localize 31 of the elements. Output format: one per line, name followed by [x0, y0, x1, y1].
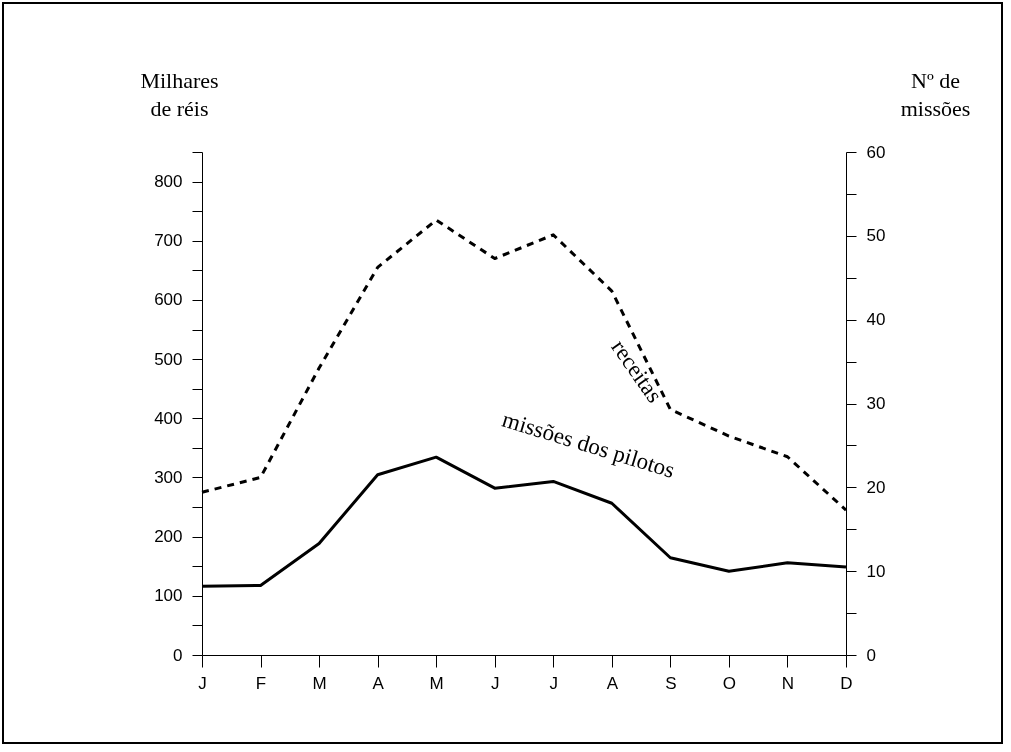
y2-tick-label: 30: [866, 394, 886, 413]
x-tick-label: D: [840, 673, 853, 693]
x-tick-label: A: [372, 673, 385, 693]
y2-tick-label: 20: [866, 477, 886, 497]
x-tick-label: M: [312, 673, 327, 693]
y-tick-label: 800: [154, 172, 183, 192]
y2-tick-label: 10: [866, 561, 886, 581]
x-tick-label: J: [490, 673, 500, 693]
y2-tick-label: 40: [866, 310, 886, 330]
x-tick-label: N: [781, 673, 795, 693]
y-tick-label: 0: [173, 645, 183, 665]
y-tick-label: 100: [154, 586, 183, 606]
y-tick-label: 500: [154, 349, 183, 369]
y2-tick-label: 50: [866, 226, 886, 246]
text: missões dos pilotos: [499, 406, 678, 483]
y-tick-label: 600: [154, 290, 183, 310]
y-tick-label: 300: [154, 467, 183, 487]
x-tick-label: J: [549, 673, 559, 693]
y-tick-label: 400: [154, 408, 183, 428]
y2-tick-label: 60: [866, 142, 886, 162]
x-tick-label: M: [429, 673, 444, 693]
x-tick-label: A: [606, 673, 619, 693]
y2-axis-title: Nº de missões: [900, 67, 971, 121]
x-tick-label: J: [198, 673, 207, 693]
x-tick-label: F: [255, 673, 267, 693]
y-axis-title: Milhares de réis: [140, 67, 219, 121]
y-tick-label: 700: [154, 231, 183, 251]
x-tick-label: O: [722, 673, 737, 693]
x-tick-label: S: [665, 673, 677, 693]
y2-tick-label: 0: [866, 645, 876, 665]
y-tick-label: 200: [154, 527, 183, 547]
